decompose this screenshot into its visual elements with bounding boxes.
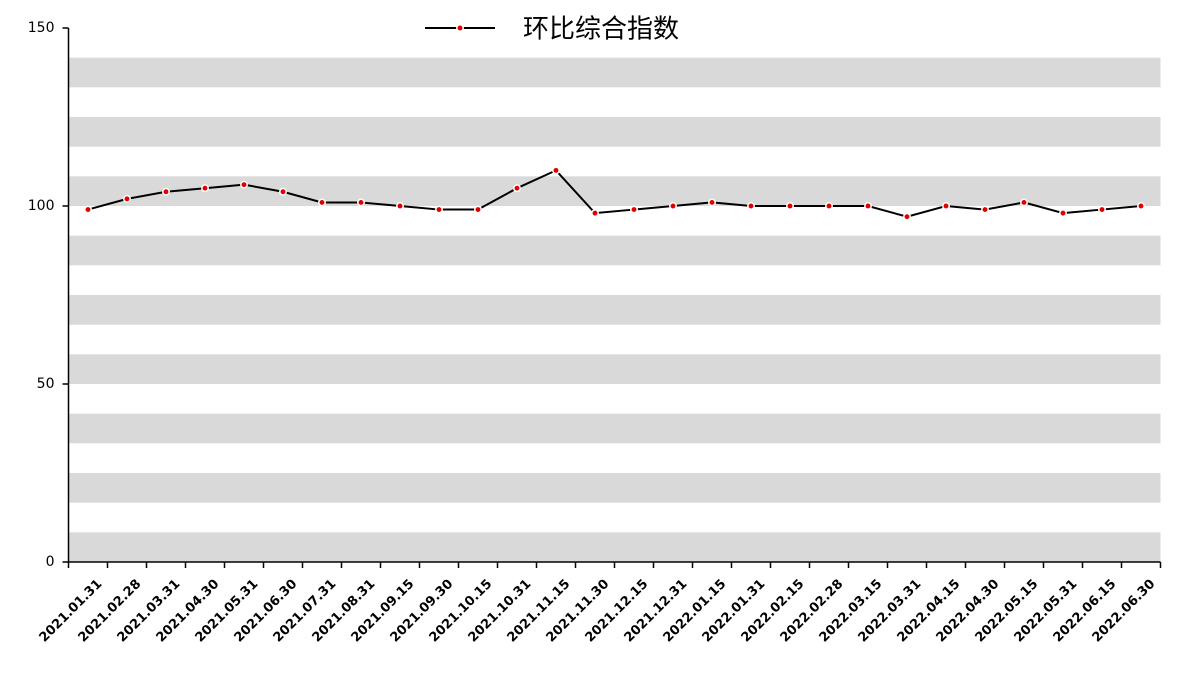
data-point xyxy=(630,205,638,214)
data-point xyxy=(747,202,755,210)
data-point xyxy=(396,202,404,210)
y-tick-label: 0 xyxy=(46,554,55,570)
grid-band xyxy=(68,176,1161,206)
grid-band xyxy=(68,295,1161,325)
grid-band xyxy=(68,473,1161,503)
grid-band xyxy=(68,117,1161,147)
legend-label: 环比综合指数 xyxy=(523,15,679,45)
data-point xyxy=(513,184,521,193)
data-point xyxy=(708,198,716,207)
data-point xyxy=(123,194,131,203)
data-point xyxy=(162,187,170,196)
grid-band xyxy=(68,354,1161,384)
y-tick-label: 150 xyxy=(28,20,55,36)
data-point xyxy=(201,184,209,193)
data-point xyxy=(669,202,677,210)
data-point xyxy=(357,198,365,207)
data-point xyxy=(1098,205,1106,214)
data-point xyxy=(318,198,326,207)
data-line xyxy=(87,169,1142,218)
data-point xyxy=(825,202,833,210)
grid-band xyxy=(68,532,1161,562)
data-point xyxy=(942,202,950,210)
data-point xyxy=(903,212,911,221)
data-point xyxy=(981,205,989,214)
data-point xyxy=(240,180,248,189)
y-tick-label: 100 xyxy=(28,198,55,214)
data-point xyxy=(84,205,92,214)
data-point xyxy=(1059,209,1067,218)
legend-marker xyxy=(456,24,464,32)
data-point xyxy=(552,166,560,175)
data-point xyxy=(786,202,794,210)
data-point xyxy=(591,209,599,218)
grid-band xyxy=(68,413,1161,444)
data-point xyxy=(1020,198,1028,207)
data-point xyxy=(864,202,872,210)
data-point xyxy=(474,205,482,214)
grid-band xyxy=(68,57,1161,88)
y-tick-label: 50 xyxy=(37,376,55,392)
data-point xyxy=(435,205,443,214)
data-point xyxy=(279,187,287,196)
data-point xyxy=(1137,202,1145,210)
grid-band xyxy=(68,235,1161,266)
